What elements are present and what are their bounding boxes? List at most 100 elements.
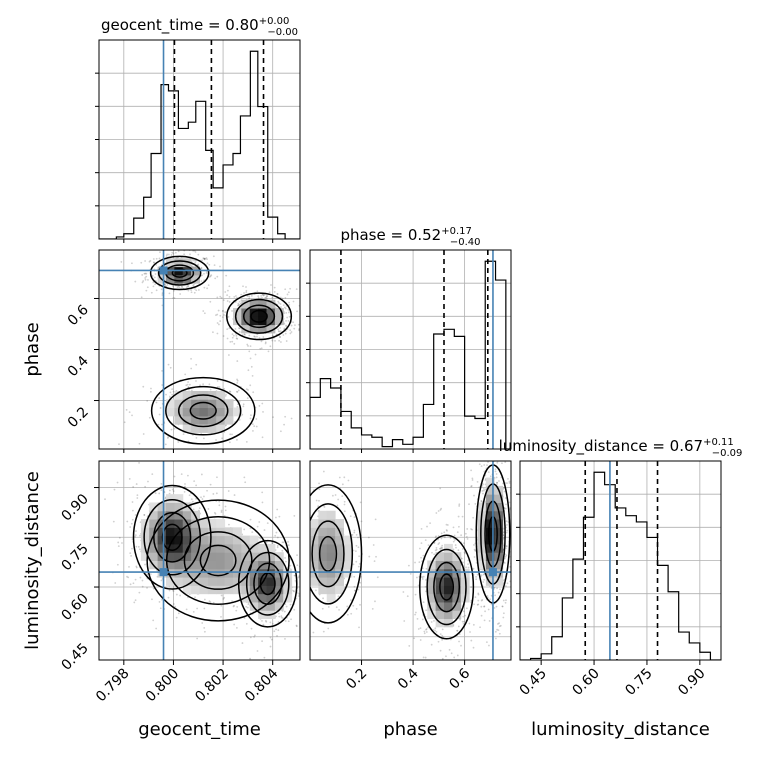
sample-point [178, 286, 181, 289]
sample-point [148, 416, 151, 419]
density-cell [140, 552, 150, 561]
sample-point [508, 501, 511, 504]
sample-point [296, 564, 299, 567]
sample-point [195, 380, 197, 382]
sample-point [271, 334, 274, 337]
sample-point [203, 627, 206, 629]
contour-level-0-2 [153, 511, 192, 563]
sample-point [305, 528, 307, 530]
sample-point [208, 453, 210, 455]
density-cell [182, 502, 192, 512]
sample-point [432, 628, 435, 631]
sample-point [193, 480, 196, 483]
density-cell [191, 543, 200, 553]
density-cell [216, 568, 226, 578]
sample-point [296, 310, 298, 313]
density-cell [310, 543, 319, 553]
density-cell [494, 543, 504, 553]
sample-point [272, 416, 274, 419]
sample-point [245, 622, 248, 625]
sample-point [257, 297, 260, 299]
sample-point [243, 333, 246, 336]
sample-point [280, 341, 282, 343]
density-cell [199, 415, 209, 425]
sample-point [185, 384, 188, 387]
sample-point [497, 623, 499, 625]
sample-point [134, 280, 137, 283]
sample-point [496, 481, 499, 484]
sample-point [306, 555, 308, 557]
density-cell [435, 552, 445, 561]
sample-point [278, 330, 281, 333]
sample-point [214, 277, 217, 280]
sample-point [456, 629, 459, 632]
sample-point [435, 546, 438, 549]
sample-point [303, 597, 305, 599]
sample-point [441, 628, 444, 631]
sample-point [277, 629, 280, 632]
density-cell [318, 568, 328, 578]
density-cell [266, 560, 276, 570]
sample-point [221, 316, 224, 319]
density-cell [435, 601, 445, 611]
sample-point [168, 492, 171, 495]
density-cell [318, 560, 328, 570]
sample-point [216, 379, 219, 382]
sample-point [213, 511, 216, 514]
sample-point [227, 490, 230, 492]
density-cell [199, 407, 209, 417]
sample-point [454, 544, 457, 546]
sample-point [166, 253, 169, 256]
sample-point [165, 393, 167, 396]
density-cell [166, 543, 175, 553]
sample-point [293, 590, 295, 593]
sample-point [419, 639, 422, 641]
density-cell [249, 543, 259, 553]
sample-point [203, 607, 206, 610]
sample-point [208, 600, 211, 603]
sample-point [489, 598, 491, 601]
sample-point [422, 554, 425, 557]
sample-point [352, 549, 355, 552]
sample-point [128, 411, 131, 414]
density-cell [233, 316, 242, 326]
sample-point [150, 291, 153, 294]
sample-point [473, 544, 475, 546]
density-cell [149, 552, 159, 561]
sample-point [482, 573, 485, 576]
sample-point [202, 437, 205, 440]
sample-point [472, 516, 475, 519]
panel-frame [98, 460, 301, 661]
sample-point [495, 481, 498, 484]
sample-point [196, 637, 199, 640]
density-cell [258, 601, 267, 611]
sample-point [279, 336, 281, 339]
panel-plot-area [310, 250, 511, 449]
sample-point [141, 585, 144, 588]
density-cell [199, 519, 209, 528]
sample-point [204, 257, 206, 260]
density-cell [258, 585, 267, 595]
sample-point [217, 309, 220, 312]
sample-point [457, 625, 460, 628]
sample-point [295, 624, 298, 627]
sample-point [297, 595, 300, 597]
density-cell [166, 527, 175, 537]
sample-point [263, 529, 266, 531]
sample-point [167, 253, 170, 256]
ytick-label-phase-0: 0.2 [65, 404, 92, 431]
density-cell [199, 527, 209, 537]
sample-point [502, 612, 505, 615]
sample-point [355, 608, 358, 610]
sample-point [216, 275, 219, 278]
density-cell [266, 299, 276, 309]
sample-point [222, 335, 225, 337]
sample-point [480, 574, 483, 577]
sample-point [219, 295, 222, 298]
sample-point [270, 284, 272, 286]
sample-point [203, 630, 206, 633]
sample-point [505, 520, 508, 523]
title-luminosity_distance: luminosity_distance = 0.67+0.11 −0.09 [499, 437, 743, 459]
sample-point [374, 518, 377, 521]
density-cell [166, 568, 175, 578]
